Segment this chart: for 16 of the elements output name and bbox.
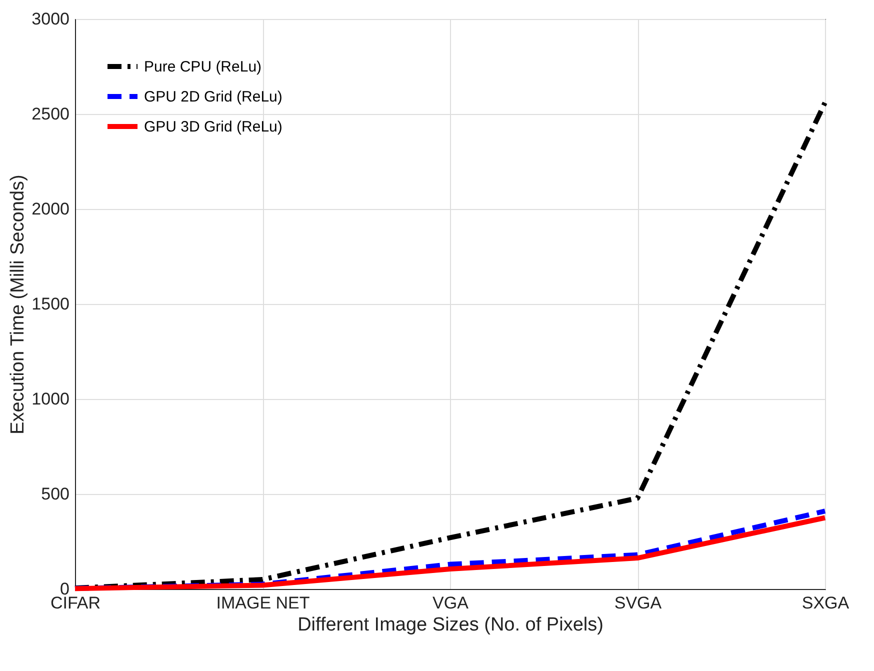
- x-tick-label: SVGA: [614, 594, 662, 612]
- y-tick-label: 2500: [32, 104, 70, 124]
- x-tick-label: CIFAR: [50, 594, 101, 612]
- y-axis-title: Execution Time (Milli Seconds): [8, 174, 29, 434]
- y-tick-label: 2000: [32, 200, 70, 218]
- x-tick-label: IMAGE NET: [216, 594, 310, 612]
- legend-label: GPU 3D Grid (ReLu): [144, 118, 282, 136]
- y-tick-label: 3000: [32, 10, 70, 28]
- y-tick-label: 500: [41, 484, 70, 504]
- x-axis-title: Different Image Sizes (No. of Pixels): [298, 614, 604, 636]
- legend-label: Pure CPU (ReLu): [144, 58, 262, 76]
- y-tick-label: 1000: [32, 390, 70, 408]
- x-tick-label: SXGA: [802, 594, 850, 612]
- x-tick-label: VGA: [432, 594, 470, 612]
- y-tick-label: 1500: [32, 294, 70, 314]
- legend-label: GPU 2D Grid (ReLu): [144, 88, 282, 106]
